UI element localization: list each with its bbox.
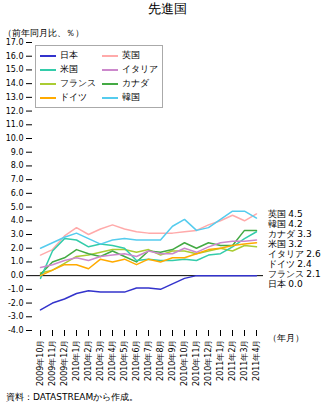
svg-text:8.0: 8.0 [11,161,24,170]
svg-text:7.0: 7.0 [11,175,24,184]
svg-text:カナダ 3.3: カナダ 3.3 [268,229,312,239]
html-text:資料：DATASTREAMから作成。: 資料：DATASTREAMから作成。 [6,392,139,402]
svg-text:13.0: 13.0 [6,93,24,102]
svg-text:11.0: 11.0 [6,120,24,129]
html-text:イタリア: イタリア [122,64,158,74]
html-text:カナダ: カナダ [122,78,149,88]
svg-text:2011年4月: 2011年4月 [252,340,261,381]
svg-text:2010年2月: 2010年2月 [84,340,93,381]
html-text:英国: 英国 [122,50,140,60]
svg-text:10.0: 10.0 [6,134,24,143]
svg-text:2010年1月: 2010年1月 [72,340,81,381]
svg-text:17.0: 17.0 [6,38,24,47]
svg-text:-1.0: -1.0 [8,285,24,294]
html-text:先進国: 先進国 [148,1,187,16]
svg-text:（年月）: （年月） [268,333,304,343]
svg-text:日本 0.0: 日本 0.0 [268,279,303,289]
svg-text:2010年7月: 2010年7月 [144,340,153,381]
svg-text:2009年12月: 2009年12月 [60,340,69,387]
html-text:米国: 米国 [60,64,78,74]
svg-text:2010年12月: 2010年12月 [204,340,213,387]
html-text:ドイツ: ドイツ [60,92,87,102]
svg-text:2010年8月: 2010年8月 [156,340,165,381]
svg-text:5.0: 5.0 [11,203,24,212]
svg-text:1.0: 1.0 [11,257,24,266]
svg-text:米国 3.2: 米国 3.2 [268,239,303,249]
svg-text:2010年10月: 2010年10月 [180,340,189,387]
svg-text:2011年3月: 2011年3月 [240,340,249,381]
svg-text:（前年同月比、％）: （前年同月比、％） [3,28,84,38]
svg-text:イタリア 2.6: イタリア 2.6 [268,249,321,259]
svg-text:15.0: 15.0 [6,65,24,74]
svg-text:2009年11月: 2009年11月 [48,340,57,387]
svg-text:英国 4.5: 英国 4.5 [268,209,303,219]
svg-text:6.0: 6.0 [11,189,24,198]
svg-text:12.0: 12.0 [6,107,24,116]
svg-text:9.0: 9.0 [11,148,24,157]
html-text:日本: 日本 [60,50,78,60]
svg-text:2010年5月: 2010年5月 [120,340,129,381]
html-text:韓国: 韓国 [122,92,140,102]
svg-text:2010年4月: 2010年4月 [108,340,117,381]
svg-text:-2.0: -2.0 [8,299,24,308]
svg-text:2011年1月: 2011年1月 [216,340,225,381]
svg-text:ドイツ 2.4: ドイツ 2.4 [268,259,312,269]
svg-text:2.0: 2.0 [11,244,24,253]
svg-text:14.0: 14.0 [6,79,24,88]
svg-text:2010年9月: 2010年9月 [168,340,177,381]
html-text:フランス: フランス [60,78,96,88]
svg-text:-4.0: -4.0 [8,326,24,335]
svg-text:16.0: 16.0 [6,52,24,61]
svg-text:-3.0: -3.0 [8,312,24,321]
svg-text:3.0: 3.0 [11,230,24,239]
svg-text:韓国 4.2: 韓国 4.2 [268,219,303,229]
svg-text:2010年11月: 2010年11月 [192,340,201,387]
svg-text:4.0: 4.0 [11,216,24,225]
svg-text:2010年3月: 2010年3月 [96,340,105,381]
svg-text:フランス 2.1: フランス 2.1 [268,269,321,279]
svg-text:2010年6月: 2010年6月 [132,340,141,381]
svg-text:0.0: 0.0 [11,271,24,280]
svg-text:2011年2月: 2011年2月 [228,340,237,381]
svg-text:2009年10月: 2009年10月 [36,340,45,387]
